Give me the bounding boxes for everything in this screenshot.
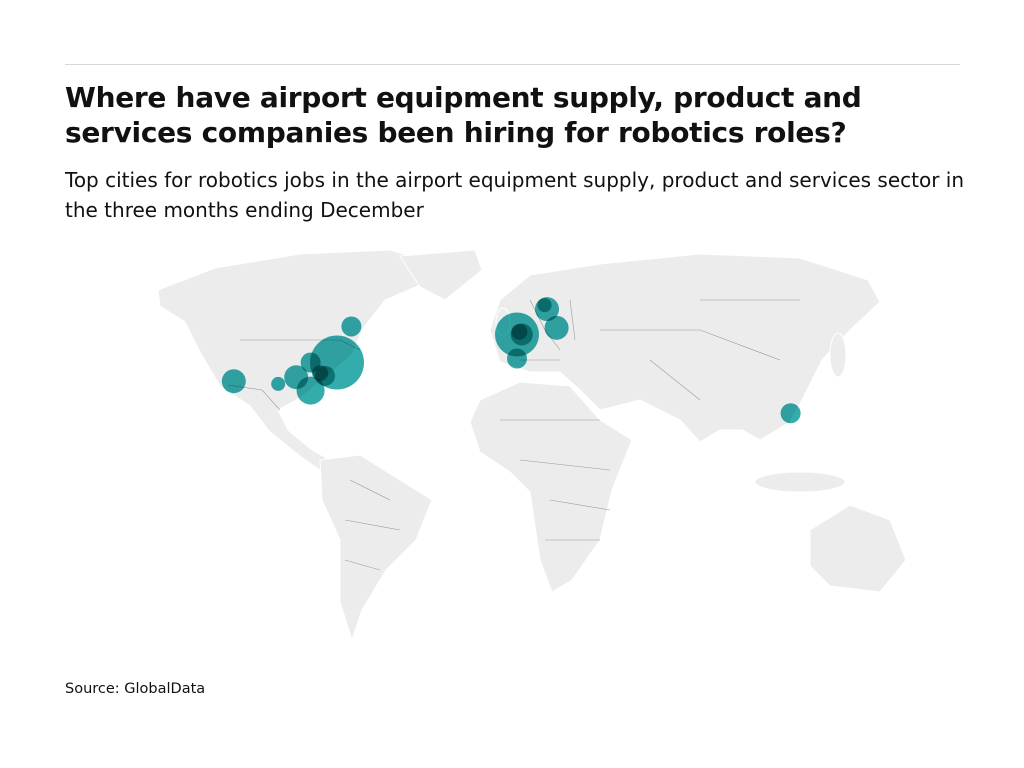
city-bubble[interactable] <box>507 348 527 369</box>
border-south-america <box>344 479 401 571</box>
city-bubble[interactable] <box>221 369 246 394</box>
bubble-layer <box>221 297 801 424</box>
land-australia <box>809 504 907 593</box>
top-rule <box>65 64 960 65</box>
borders-layer <box>227 299 800 571</box>
land-south-america <box>319 454 433 642</box>
land-africa <box>469 381 633 593</box>
chart-title: Where have airport equipment supply, pro… <box>65 81 862 149</box>
land-japan <box>829 332 847 378</box>
source-note: Source: GlobalData <box>65 681 206 697</box>
city-bubble[interactable] <box>537 298 552 313</box>
city-bubble[interactable] <box>312 365 329 382</box>
border-asia <box>600 299 800 401</box>
chart-subtitle: Top cities for robotics jobs in the airp… <box>65 168 965 222</box>
city-bubble[interactable] <box>544 315 569 340</box>
city-bubble[interactable] <box>271 376 286 391</box>
city-bubble[interactable] <box>284 365 309 390</box>
city-bubble[interactable] <box>511 323 528 340</box>
city-bubble[interactable] <box>341 316 362 337</box>
land-north-america <box>157 249 431 471</box>
city-bubble[interactable] <box>780 403 801 424</box>
land-indonesia <box>754 471 846 493</box>
border-africa <box>500 419 611 541</box>
land-eurasia <box>489 253 881 443</box>
land-layer <box>157 249 907 642</box>
land-greenland <box>399 249 483 301</box>
